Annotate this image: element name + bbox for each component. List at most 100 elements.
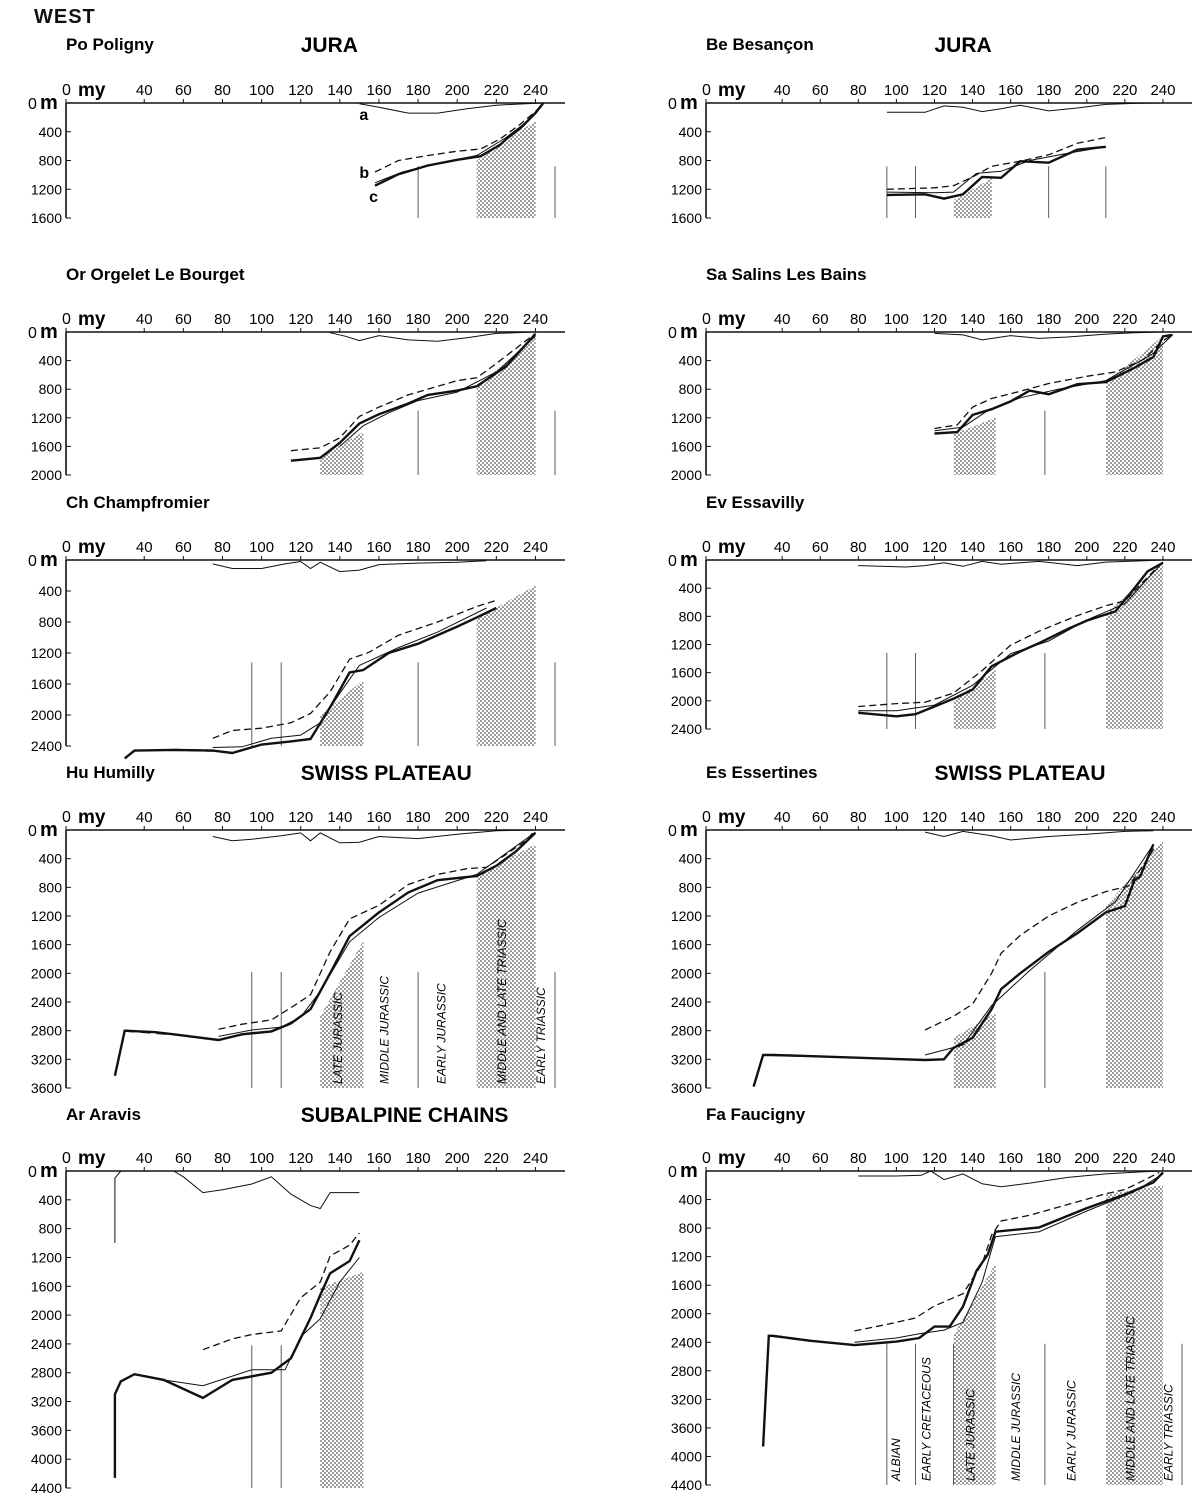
x-unit-label: my bbox=[718, 807, 746, 828]
x-tick-label: 200 bbox=[1074, 539, 1099, 556]
y-tick-label: 1200 bbox=[671, 908, 702, 924]
series-dashed-line bbox=[290, 332, 536, 452]
series-dashed-line bbox=[202, 1232, 360, 1351]
x-tick-label: 120 bbox=[288, 311, 313, 328]
x-tick-label: 100 bbox=[884, 809, 909, 826]
x-tick-label: 120 bbox=[288, 1150, 313, 1167]
y-tick-label: 0 bbox=[28, 325, 37, 342]
stipple-block bbox=[320, 1271, 364, 1488]
series-bold-line bbox=[113, 1239, 361, 1478]
y-tick-label: 1600 bbox=[31, 210, 62, 226]
x-tick-label: 220 bbox=[1112, 809, 1137, 826]
x-tick-label: 200 bbox=[445, 311, 470, 328]
period-label: LATE JURASSIC bbox=[331, 992, 345, 1084]
stipple-block bbox=[476, 585, 536, 746]
x-tick-label: 100 bbox=[249, 82, 274, 99]
stipple-block bbox=[476, 120, 536, 218]
x-tick-label: 240 bbox=[523, 82, 548, 99]
y-unit-label: m bbox=[680, 1160, 698, 1182]
x-tick-label: 180 bbox=[406, 311, 431, 328]
page-title: WEST bbox=[34, 6, 96, 28]
y-tick-label: 2000 bbox=[671, 1306, 702, 1322]
y-tick-label: 1600 bbox=[31, 937, 62, 953]
x-unit-label: my bbox=[718, 1148, 746, 1169]
x-tick-label: 80 bbox=[850, 539, 867, 556]
x-tick-label: 140 bbox=[960, 809, 985, 826]
y-tick-label: 2800 bbox=[31, 1365, 62, 1381]
series-thin-line bbox=[212, 560, 487, 573]
x-unit-label: my bbox=[718, 537, 746, 558]
x-tick-label: 200 bbox=[1074, 311, 1099, 328]
y-tick-label: 1600 bbox=[671, 210, 702, 226]
y-unit-label: m bbox=[40, 819, 58, 841]
chart-title: Ar Aravis bbox=[66, 1105, 141, 1124]
x-tick-label: 100 bbox=[884, 82, 909, 99]
series-dashed-line bbox=[374, 102, 544, 173]
x-tick-label: 80 bbox=[214, 809, 231, 826]
y-tick-label: 1200 bbox=[31, 645, 62, 661]
chart-fa: Fa Faucigny 0 40 60 80 100 120 140 160 180 200 220 2… bbox=[668, 1105, 1192, 1493]
y-tick-label: 0 bbox=[28, 1164, 37, 1181]
y-tick-label: 2000 bbox=[31, 707, 62, 723]
x-tick-label: 220 bbox=[484, 539, 509, 556]
series-thin-line bbox=[212, 607, 487, 748]
x-tick-label: 80 bbox=[214, 539, 231, 556]
y-tick-label: 800 bbox=[679, 1220, 703, 1236]
y-unit-label: m bbox=[680, 92, 698, 114]
y-tick-label: 4400 bbox=[31, 1480, 62, 1496]
y-tick-label: 1200 bbox=[671, 637, 702, 653]
stipple-block bbox=[1105, 561, 1163, 729]
period-label: EARLY JURASSIC bbox=[434, 983, 448, 1084]
x-tick-label: 60 bbox=[812, 1150, 829, 1167]
x-tick-label: 180 bbox=[406, 1150, 431, 1167]
y-tick-label: 4000 bbox=[671, 1448, 702, 1464]
y-unit-label: m bbox=[40, 1160, 58, 1182]
y-tick-label: 1200 bbox=[31, 181, 62, 197]
x-tick-label: 180 bbox=[406, 539, 431, 556]
chart-po: Po Poligny JURA 0 40 60 80 100 120 140 160 180 200 2… bbox=[28, 34, 565, 226]
x-tick-label: 140 bbox=[960, 311, 985, 328]
series-thin-line bbox=[114, 1170, 360, 1243]
y-tick-label: 3200 bbox=[31, 1394, 62, 1410]
period-label: EARLY JURASSIC bbox=[1064, 1380, 1078, 1481]
x-tick-label: 0 bbox=[62, 539, 71, 556]
x-unit-label: my bbox=[78, 807, 106, 828]
x-tick-label: 100 bbox=[249, 809, 274, 826]
y-tick-label: 2800 bbox=[31, 1023, 62, 1039]
y-tick-label: 400 bbox=[679, 353, 703, 369]
region-label: SWISS PLATEAU bbox=[301, 762, 472, 785]
x-tick-label: 120 bbox=[288, 82, 313, 99]
y-tick-label: 400 bbox=[39, 124, 63, 140]
y-tick-label: 2400 bbox=[671, 1334, 702, 1350]
x-tick-label: 160 bbox=[366, 539, 391, 556]
x-tick-label: 140 bbox=[327, 539, 352, 556]
x-tick-label: 40 bbox=[774, 1150, 791, 1167]
y-tick-label: 1600 bbox=[31, 676, 62, 692]
x-tick-label: 120 bbox=[922, 539, 947, 556]
y-tick-label: 2400 bbox=[31, 994, 62, 1010]
x-tick-label: 160 bbox=[998, 539, 1023, 556]
y-tick-label: 800 bbox=[679, 879, 703, 895]
y-tick-label: 1600 bbox=[671, 438, 702, 454]
series-thin-line bbox=[934, 331, 1164, 341]
stipple-block bbox=[953, 669, 996, 729]
period-label: LATE JURASSIC bbox=[963, 1389, 977, 1481]
y-tick-label: 2400 bbox=[31, 1336, 62, 1352]
y-tick-label: 0 bbox=[668, 1164, 677, 1181]
stipple-block bbox=[476, 334, 536, 475]
period-label: MIDDLE AND LATE TRIASSIC bbox=[1123, 1316, 1137, 1481]
x-tick-label: 80 bbox=[850, 809, 867, 826]
series-thin-line bbox=[858, 1170, 1164, 1188]
period-label: EARLY TRIASSIC bbox=[534, 987, 548, 1084]
x-unit-label: my bbox=[78, 80, 106, 101]
series-bold-line bbox=[886, 145, 1106, 200]
y-tick-label: 1600 bbox=[671, 937, 702, 953]
x-tick-label: 100 bbox=[884, 539, 909, 556]
chart-title: Ch Champfromier bbox=[66, 493, 210, 512]
x-tick-label: 220 bbox=[1112, 82, 1137, 99]
y-tick-label: 2000 bbox=[31, 965, 62, 981]
x-tick-label: 0 bbox=[702, 809, 711, 826]
x-tick-label: 200 bbox=[445, 539, 470, 556]
y-tick-label: 800 bbox=[39, 381, 63, 397]
